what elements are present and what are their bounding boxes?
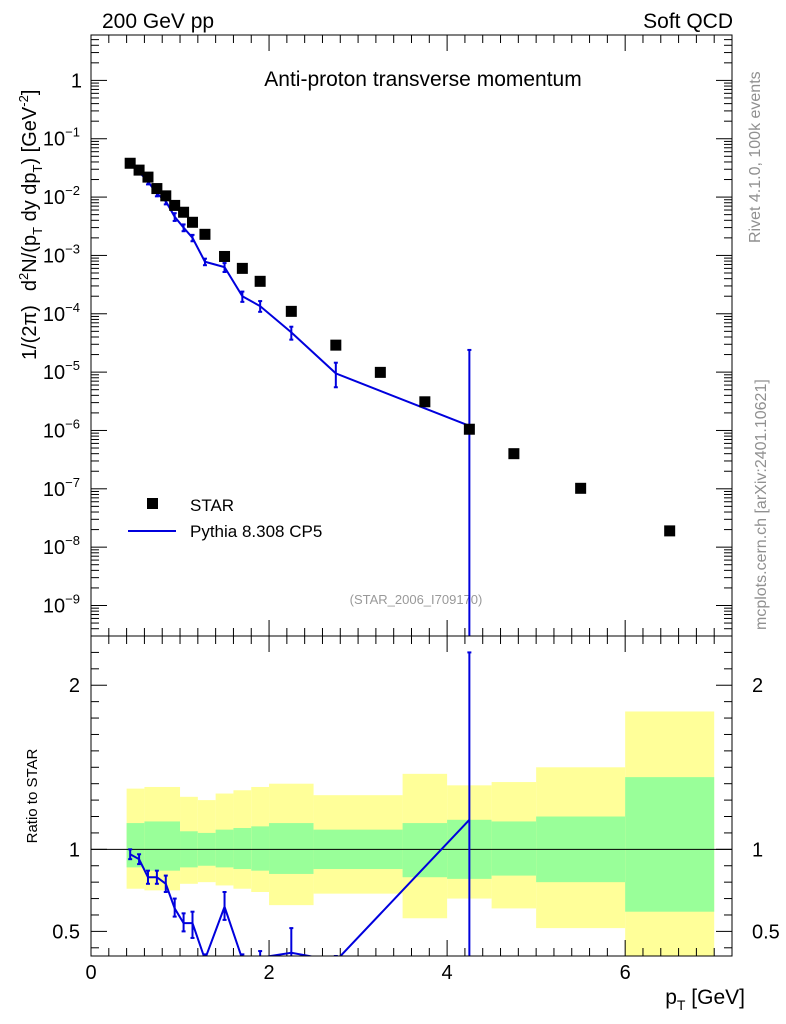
- ratio-y-axis-label: Ratio to STAR: [24, 748, 41, 843]
- star-data-point: [124, 157, 136, 169]
- main-y-tick-label: 10−2: [43, 183, 80, 209]
- ratio-band-green: [233, 828, 252, 870]
- ratio-y-tick-label-right: 0.5: [752, 921, 780, 943]
- star-data-point: [254, 275, 266, 287]
- star-data-point: [178, 206, 190, 218]
- ratio-bands: [91, 711, 732, 956]
- ratio-series-line: [129, 819, 471, 956]
- ratio-band-green: [251, 826, 270, 871]
- star-data-point: [160, 190, 172, 202]
- star-data-point: [142, 171, 154, 183]
- main-y-tick-label: 10−3: [43, 241, 80, 267]
- plot-title: Anti-proton transverse momentum: [264, 68, 581, 91]
- star-data-point: [463, 423, 475, 435]
- main-ticks: 1 10−1 10−2 10−3 10−4 10−5 10−6 10−7 10−8 10−9: [43, 34, 732, 637]
- legend-label-star: STAR: [190, 496, 234, 515]
- main-y-tick-label: 1: [71, 70, 82, 92]
- star-data-point: [151, 183, 163, 195]
- ratio-ticks: 0.5 0.5 1 1 2 2 0 2 4 6: [52, 636, 780, 984]
- analysis-id-label: (STAR_2006_I709170): [350, 592, 483, 607]
- main-y-tick-label: 10−5: [43, 358, 80, 384]
- ratio-band-green: [269, 823, 314, 874]
- x-tick-label: 2: [263, 962, 274, 984]
- header-left: 200 GeV pp: [102, 10, 214, 33]
- star-data-point: [575, 482, 587, 494]
- main-y-tick-label: 10−6: [43, 416, 80, 442]
- ratio-series-group: [128, 651, 472, 956]
- star-data-point: [236, 262, 248, 274]
- ratio-plot-frame: [90, 635, 733, 957]
- star-data-point: [133, 164, 145, 176]
- star-data-point: [664, 525, 676, 537]
- main-y-tick-label: 10−8: [43, 533, 80, 559]
- rivet-version-label: Rivet 4.1.0, 100k events: [747, 71, 764, 243]
- ratio-band-green: [491, 821, 537, 876]
- star-data-point: [186, 216, 198, 228]
- star-data-point: [330, 339, 342, 351]
- ratio-y-tick-label: 0.5: [52, 921, 80, 943]
- x-tick-label: 4: [442, 962, 453, 984]
- header-right: Soft QCD: [643, 10, 733, 33]
- star-data-point: [199, 228, 211, 240]
- x-axis-label: pT [GeV]: [665, 986, 745, 1013]
- ratio-data: [128, 651, 472, 956]
- main-y-tick-label: 10−7: [43, 475, 80, 501]
- main-plot: Anti-proton transverse momentum (STAR_20…: [16, 34, 733, 637]
- ratio-band-green: [126, 823, 145, 868]
- ratio-y-tick-label: 2: [69, 675, 80, 697]
- star-data-point: [419, 396, 431, 408]
- main-y-tick-label: 10−1: [43, 125, 80, 151]
- ratio-band-green: [144, 821, 181, 871]
- main-y-axis-label: 1/(2π)d2N/(pT dy dpT) [GeV-2]: [16, 90, 45, 360]
- legend: STAR Pythia 8.308 CP5: [128, 496, 322, 541]
- star-data-point: [374, 366, 386, 378]
- star-data-point: [219, 250, 231, 262]
- ratio-y-tick-label-right: 2: [752, 675, 763, 697]
- mcplots-source-label: mcplots.cern.ch [arXiv:2401.10621]: [753, 379, 770, 630]
- main-y-tick-label: 10−9: [43, 591, 80, 617]
- x-tick-label: 6: [620, 962, 631, 984]
- star-data-point: [169, 199, 181, 211]
- star-data-point: [285, 305, 297, 317]
- ratio-y-tick-label: 1: [69, 839, 80, 861]
- ratio-band-green: [215, 829, 234, 868]
- main-data: [124, 157, 676, 636]
- mc-series-line: [129, 163, 470, 427]
- x-tick-label: 0: [85, 962, 96, 984]
- main-y-tick-label: 10−4: [43, 300, 80, 326]
- ratio-band-green: [625, 777, 715, 912]
- star-data-point: [508, 448, 520, 460]
- legend-marker-star: [147, 498, 158, 509]
- ratio-y-tick-label-right: 1: [752, 839, 763, 861]
- legend-label-pythia: Pythia 8.308 CP5: [190, 522, 322, 541]
- ratio-plot: 0.5 0.5 1 1 2 2 0 2 4 6 Ratio to STAR pT [GeV]: [24, 635, 780, 1013]
